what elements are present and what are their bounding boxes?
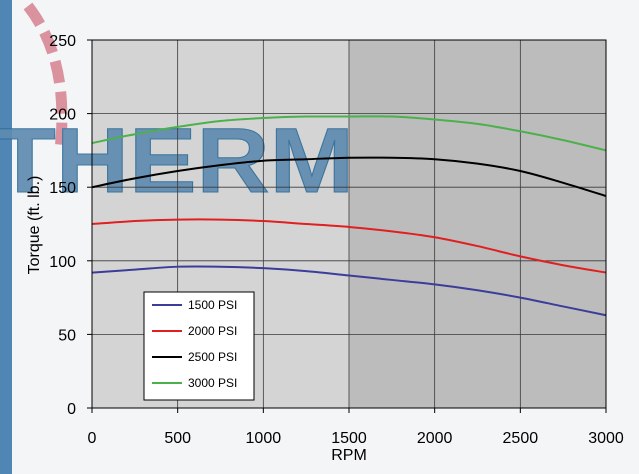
x-tick-label: 2500 xyxy=(503,430,539,447)
plot-background-dark xyxy=(349,40,606,408)
y-tick-label: 250 xyxy=(49,33,76,50)
y-tick-label: 100 xyxy=(49,254,76,271)
x-tick-label: 3000 xyxy=(588,430,624,447)
legend-label: 2000 PSI xyxy=(188,324,237,338)
series-lines xyxy=(91,115,607,317)
brand-band xyxy=(0,0,12,474)
x-axis: 0 500 1000 1500 2000 2500 3000 xyxy=(88,408,624,447)
x-tick-label: 500 xyxy=(164,430,191,447)
series-line-2000-psi xyxy=(91,218,607,274)
y-tick-label: 0 xyxy=(67,401,76,418)
legend-label: 3000 PSI xyxy=(188,376,237,390)
x-tick-label: 1000 xyxy=(246,430,282,447)
x-axis-label: RPM xyxy=(331,447,367,464)
y-tick-label: 50 xyxy=(58,327,76,344)
y-tick-label: 150 xyxy=(49,180,76,197)
legend-label: 1500 PSI xyxy=(188,298,237,312)
series-line-3000-psi xyxy=(91,115,607,152)
legend: 1500 PSI 2000 PSI 2500 PSI 3000 PSI xyxy=(143,291,255,401)
x-tick-label: 1500 xyxy=(331,430,367,447)
x-tick-label: 0 xyxy=(88,430,97,447)
legend-label: 2500 PSI xyxy=(188,350,237,364)
series-line-1500-psi xyxy=(91,265,607,317)
watermark-accent-arc xyxy=(23,2,68,151)
y-tick-label: 200 xyxy=(49,107,76,124)
y-axis-label: Torque (ft. lb.) xyxy=(26,176,43,275)
y-axis: 0 50 100 150 200 250 xyxy=(49,33,92,418)
series-line-2500-psi xyxy=(91,156,607,197)
x-tick-label: 2000 xyxy=(417,430,453,447)
